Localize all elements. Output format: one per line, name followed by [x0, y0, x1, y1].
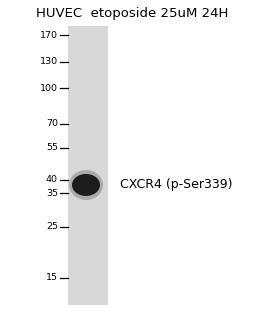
Text: CXCR4 (p-Ser339): CXCR4 (p-Ser339)	[120, 179, 232, 191]
Ellipse shape	[69, 170, 103, 200]
Text: HUVEC  etoposide 25uM 24H: HUVEC etoposide 25uM 24H	[36, 7, 229, 20]
Text: 70: 70	[46, 119, 58, 128]
Text: 130: 130	[40, 57, 58, 66]
Text: 25: 25	[46, 222, 58, 231]
Bar	[68, 26, 108, 305]
Text: 100: 100	[40, 84, 58, 92]
Text: 35: 35	[46, 189, 58, 198]
Text: 55: 55	[46, 143, 58, 152]
Text: 40: 40	[46, 175, 58, 184]
Text: 170: 170	[40, 30, 58, 39]
Text: 15: 15	[46, 274, 58, 283]
Ellipse shape	[72, 174, 100, 196]
